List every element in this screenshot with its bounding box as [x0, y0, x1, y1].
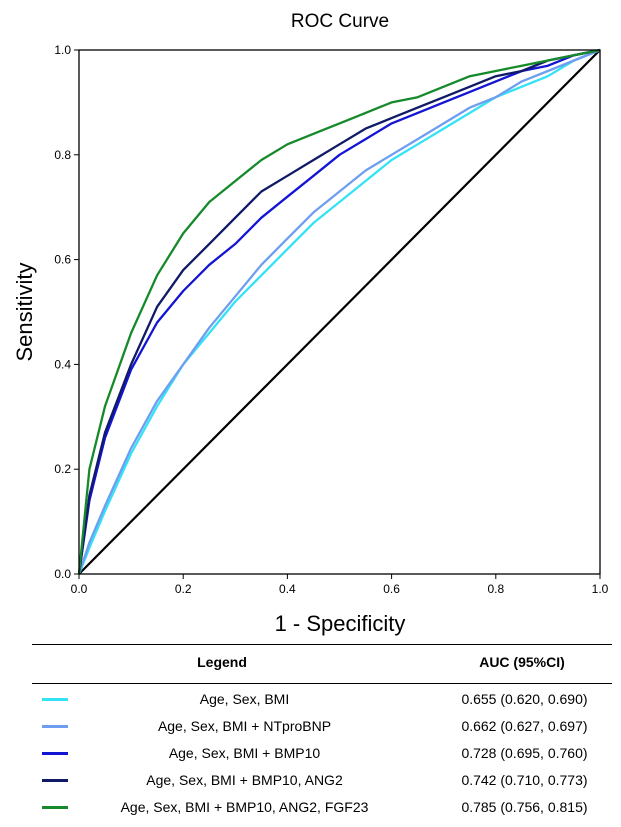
- x-tick-label: 0.0: [71, 582, 88, 596]
- roc-chart: ROC Curve 0.00.20.40.60.81.0 0.0 0.2 0.4 0.…: [12, 11, 609, 636]
- legend-series-label: Age, Sex, BMI + BMP10, ANG2, FGF23: [120, 799, 369, 815]
- y-tick-label: 0.0: [54, 567, 71, 581]
- legend-row: Age, Sex, BMI + BMP10, ANG2, FGF23 0.785…: [32, 792, 612, 819]
- y-tick-label: 0.8: [54, 148, 71, 162]
- reference-diagonal-line: [78, 49, 601, 575]
- legend-series-label: Age, Sex, BMI + BMP10: [168, 745, 321, 761]
- legend-header-auc: AUC (95%CI): [479, 654, 565, 670]
- legend-swatch: [42, 752, 68, 755]
- roc-curve-series-2: [77, 48, 601, 575]
- legend-swatch: [42, 779, 68, 782]
- plot-frame: [78, 49, 601, 575]
- y-tick-label: 0.6: [54, 253, 71, 267]
- legend-series-auc: 0.655 (0.620, 0.690): [461, 691, 588, 707]
- y-tick-label: 0.4: [54, 357, 71, 371]
- legend-header: Legend AUC (95%CI): [32, 644, 612, 684]
- x-tick-label: 0.8: [487, 582, 504, 596]
- x-axis-ticks: 0.0 0.2 0.4 0.6 0.8 1.0: [71, 574, 609, 596]
- legend-series-label: Age, Sex, BMI + NTproBNP: [157, 718, 332, 734]
- legend-series-label: Age, Sex, BMI: [199, 691, 290, 707]
- x-tick-label: 0.2: [175, 582, 192, 596]
- legend-series-auc: 0.662 (0.627, 0.697): [461, 718, 588, 734]
- x-tick-label: 1.0: [592, 582, 609, 596]
- roc-curve-series-3: [77, 48, 601, 575]
- roc-curves: [77, 48, 601, 575]
- chart-title: ROC Curve: [291, 11, 389, 32]
- y-tick-label: 0.2: [54, 462, 71, 476]
- x-axis-label: 1 - Specificity: [275, 611, 406, 636]
- x-tick-label: 0.6: [383, 582, 400, 596]
- y-tick-label: 1.0: [54, 43, 71, 57]
- legend-row: Age, Sex, BMI + NTproBNP 0.662 (0.627, 0…: [32, 711, 612, 738]
- x-tick-label: 0.4: [279, 582, 296, 596]
- legend-row: Age, Sex, BMI + BMP10, ANG2 0.742 (0.710…: [32, 765, 612, 792]
- legend-series-auc: 0.785 (0.756, 0.815): [461, 799, 588, 815]
- legend-row: Age, Sex, BMI + BMP10 0.728 (0.695, 0.76…: [32, 738, 612, 765]
- legend-series-auc: 0.728 (0.695, 0.760): [461, 745, 588, 761]
- y-axis-label: Sensitivity: [12, 262, 37, 361]
- legend-swatch: [42, 806, 68, 809]
- legend-swatch: [42, 698, 68, 701]
- legend-series-auc: 0.742 (0.710, 0.773): [461, 772, 588, 788]
- roc-curve-series-0: [77, 48, 601, 575]
- roc-curve-series-1: [77, 48, 601, 575]
- legend-series-label: Age, Sex, BMI + BMP10, ANG2: [146, 772, 343, 788]
- legend-row: Age, Sex, BMI 0.655 (0.620, 0.690): [32, 684, 612, 711]
- roc-curve-series-4: [77, 48, 601, 575]
- y-axis-ticks: 0.0 0.2 0.4 0.6 0.8 1.0: [54, 43, 79, 581]
- legend-swatch: [42, 725, 68, 728]
- legend-header-label: Legend: [197, 654, 247, 670]
- legend-table: Legend AUC (95%CI) Age, Sex, BMI 0.655 (…: [32, 644, 612, 819]
